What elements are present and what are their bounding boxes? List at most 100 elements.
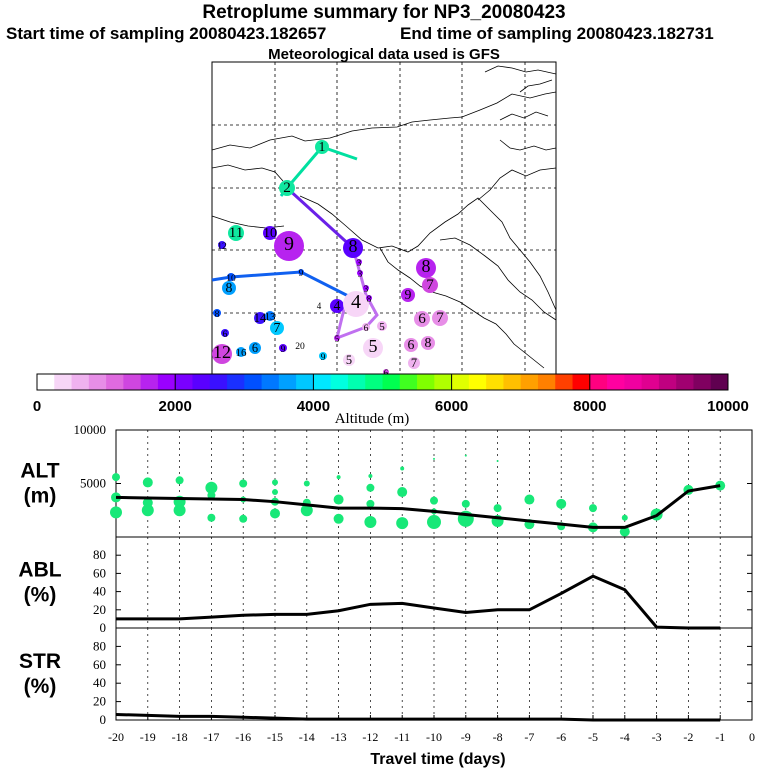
series-line xyxy=(115,712,721,722)
x-tick-label: -3 xyxy=(652,730,662,744)
map-marker-dot xyxy=(404,338,418,352)
map-marker: 16 xyxy=(236,347,248,359)
map-marker-dot xyxy=(265,311,275,321)
map-marker: 5 xyxy=(334,334,340,344)
colorbar-swatch xyxy=(261,374,280,390)
map-marker: 8 xyxy=(421,335,435,350)
colorbar-swatch xyxy=(54,374,73,390)
map-marker-dot xyxy=(221,329,229,337)
map-marker-dot xyxy=(254,312,266,324)
colorbar-swatch xyxy=(555,374,574,390)
scatter-point xyxy=(239,514,248,523)
scatter-point xyxy=(205,481,218,494)
map-marker-label: 9 xyxy=(299,268,304,278)
map-marker: 6 xyxy=(221,329,229,340)
map-marker-label: 8 xyxy=(226,280,233,295)
colorbar-tick-label: 2000 xyxy=(159,398,192,415)
y-axis-label: ALT xyxy=(20,460,59,483)
plot-title: Retroplume summary for NP3_20080423 xyxy=(202,2,566,23)
map-marker-label: 7 xyxy=(274,320,281,335)
y-tick-label: 10000 xyxy=(74,422,107,437)
start-time-label: Start time of sampling 20080423.182657 xyxy=(6,24,327,43)
series-line xyxy=(115,484,721,529)
colorbar-swatch xyxy=(589,374,608,390)
map-marker-dot xyxy=(218,241,226,249)
colorbar-swatch xyxy=(123,374,142,390)
map-marker-dot xyxy=(315,140,329,154)
map-marker: 8 xyxy=(416,256,436,278)
met-data-label: Meteorological data used is GFS xyxy=(268,46,500,63)
map-marker-dot xyxy=(421,336,435,350)
colorbar-tick-label: 6000 xyxy=(435,398,468,415)
y-axis-label: (%) xyxy=(24,584,57,607)
map-marker-label: 2 xyxy=(283,179,291,196)
map-marker: 11 xyxy=(228,224,244,241)
x-tick-label: -4 xyxy=(620,730,630,744)
map-marker-dot xyxy=(296,341,304,349)
map-marker: 2 xyxy=(279,179,295,196)
map-marker-label: 4 xyxy=(351,291,361,313)
y-tick-label: 0 xyxy=(100,620,107,635)
x-tick-label: -19 xyxy=(140,730,156,744)
map-marker-dot xyxy=(401,288,415,302)
map-marker: 5 xyxy=(363,336,383,358)
map-marker-dot xyxy=(249,342,261,354)
colorbar-swatch xyxy=(641,374,660,390)
colorbar-swatch xyxy=(244,374,263,390)
map-marker-dot xyxy=(422,277,438,293)
x-tick-label: 0 xyxy=(749,730,755,744)
series-line xyxy=(116,574,721,630)
map-marker: 20 xyxy=(295,341,305,352)
map-marker: 3 xyxy=(363,284,369,294)
map-marker-label: 6 xyxy=(418,310,426,327)
colorbar-swatch xyxy=(330,374,349,390)
colorbar-swatch xyxy=(227,374,245,390)
map-marker-label: 7 xyxy=(411,356,417,370)
map-marker: 9 xyxy=(279,344,287,355)
colorbar-swatch xyxy=(71,374,90,390)
map-marker-dot xyxy=(270,321,284,335)
x-tick-label: -20 xyxy=(108,730,124,744)
y-tick-label: 20 xyxy=(93,602,106,617)
map-marker-dot xyxy=(274,231,304,261)
colorbar-swatch xyxy=(624,374,643,390)
map-marker-label: 16 xyxy=(236,347,248,359)
x-tick-label: -15 xyxy=(267,730,283,744)
map-marker-label: 6 xyxy=(252,341,258,355)
x-tick-label: -1 xyxy=(715,730,725,744)
trajectory-lines xyxy=(211,145,379,341)
scatter-point xyxy=(397,487,408,498)
colorbar-swatch xyxy=(658,374,677,390)
y-tick-label: 60 xyxy=(93,565,106,580)
map-marker-dot xyxy=(319,352,327,360)
map-marker-label: 3 xyxy=(357,258,362,268)
y-tick-label: 40 xyxy=(93,675,106,690)
colorbar-tick-label: 4000 xyxy=(297,398,330,415)
map-marker-label: 13 xyxy=(265,311,277,323)
scatter-point xyxy=(589,504,597,513)
x-tick-label: -17 xyxy=(203,730,219,744)
scatter-point xyxy=(496,460,499,463)
map-marker-label: 10 xyxy=(263,225,277,240)
scatter-point xyxy=(333,513,344,524)
scatter-point xyxy=(110,506,122,519)
map-marker-label: 4 xyxy=(317,301,322,311)
colorbar-swatch xyxy=(140,374,159,390)
map-marker-label: 7 xyxy=(436,309,444,326)
map-marker: 9 xyxy=(298,268,304,278)
colorbar-swatch xyxy=(106,374,124,390)
panel-alt: 10000 5000 ALT(m) xyxy=(20,422,753,538)
map-marker: 8 xyxy=(213,309,221,320)
y-tick-label: 20 xyxy=(93,694,106,709)
x-tick-label: -18 xyxy=(172,730,188,744)
map-marker-dot xyxy=(263,226,277,240)
map-marker: 8 xyxy=(222,280,236,295)
x-axis-label: Travel time (days) xyxy=(370,751,505,768)
scatter-point xyxy=(396,517,409,530)
colorbar-swatch xyxy=(157,374,176,390)
trajectory-line xyxy=(211,270,367,307)
scatter-point xyxy=(433,457,435,460)
y-tick-label: 5000 xyxy=(80,476,106,491)
map-marker: 6 xyxy=(414,310,430,327)
colorbar-swatch xyxy=(710,374,729,390)
